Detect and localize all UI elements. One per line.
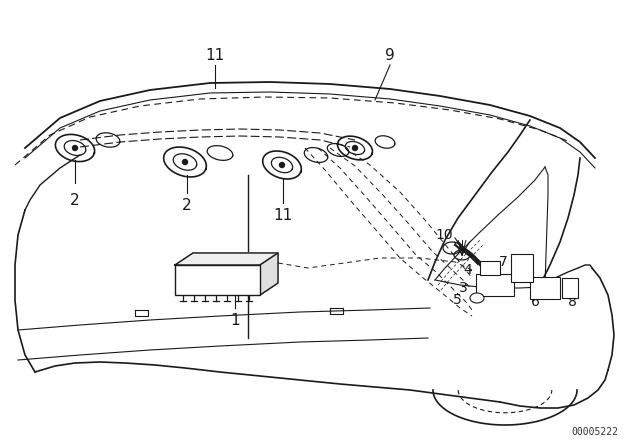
- Text: 2: 2: [70, 193, 80, 207]
- Ellipse shape: [470, 293, 484, 303]
- Text: 9: 9: [385, 47, 395, 63]
- Circle shape: [182, 159, 188, 164]
- Text: 10: 10: [435, 228, 452, 242]
- Text: 4: 4: [463, 263, 472, 277]
- Bar: [530, 277, 560, 299]
- Text: 5: 5: [453, 293, 462, 307]
- Bar: [480, 261, 500, 275]
- Polygon shape: [175, 253, 278, 265]
- Text: 6: 6: [531, 295, 540, 309]
- Bar: [175, 265, 260, 295]
- Bar: [511, 254, 533, 282]
- Text: 8: 8: [568, 295, 577, 309]
- Text: 11: 11: [273, 207, 292, 223]
- Polygon shape: [260, 253, 278, 295]
- Circle shape: [353, 146, 358, 151]
- Bar: [476, 274, 514, 296]
- Circle shape: [280, 163, 285, 168]
- Bar: [562, 278, 578, 298]
- Text: 11: 11: [205, 47, 225, 63]
- Text: 7: 7: [499, 255, 508, 269]
- Text: 00005222: 00005222: [572, 427, 618, 437]
- Text: 2: 2: [182, 198, 192, 212]
- Text: 3: 3: [460, 281, 468, 295]
- Text: 1: 1: [230, 313, 240, 327]
- Circle shape: [72, 146, 77, 151]
